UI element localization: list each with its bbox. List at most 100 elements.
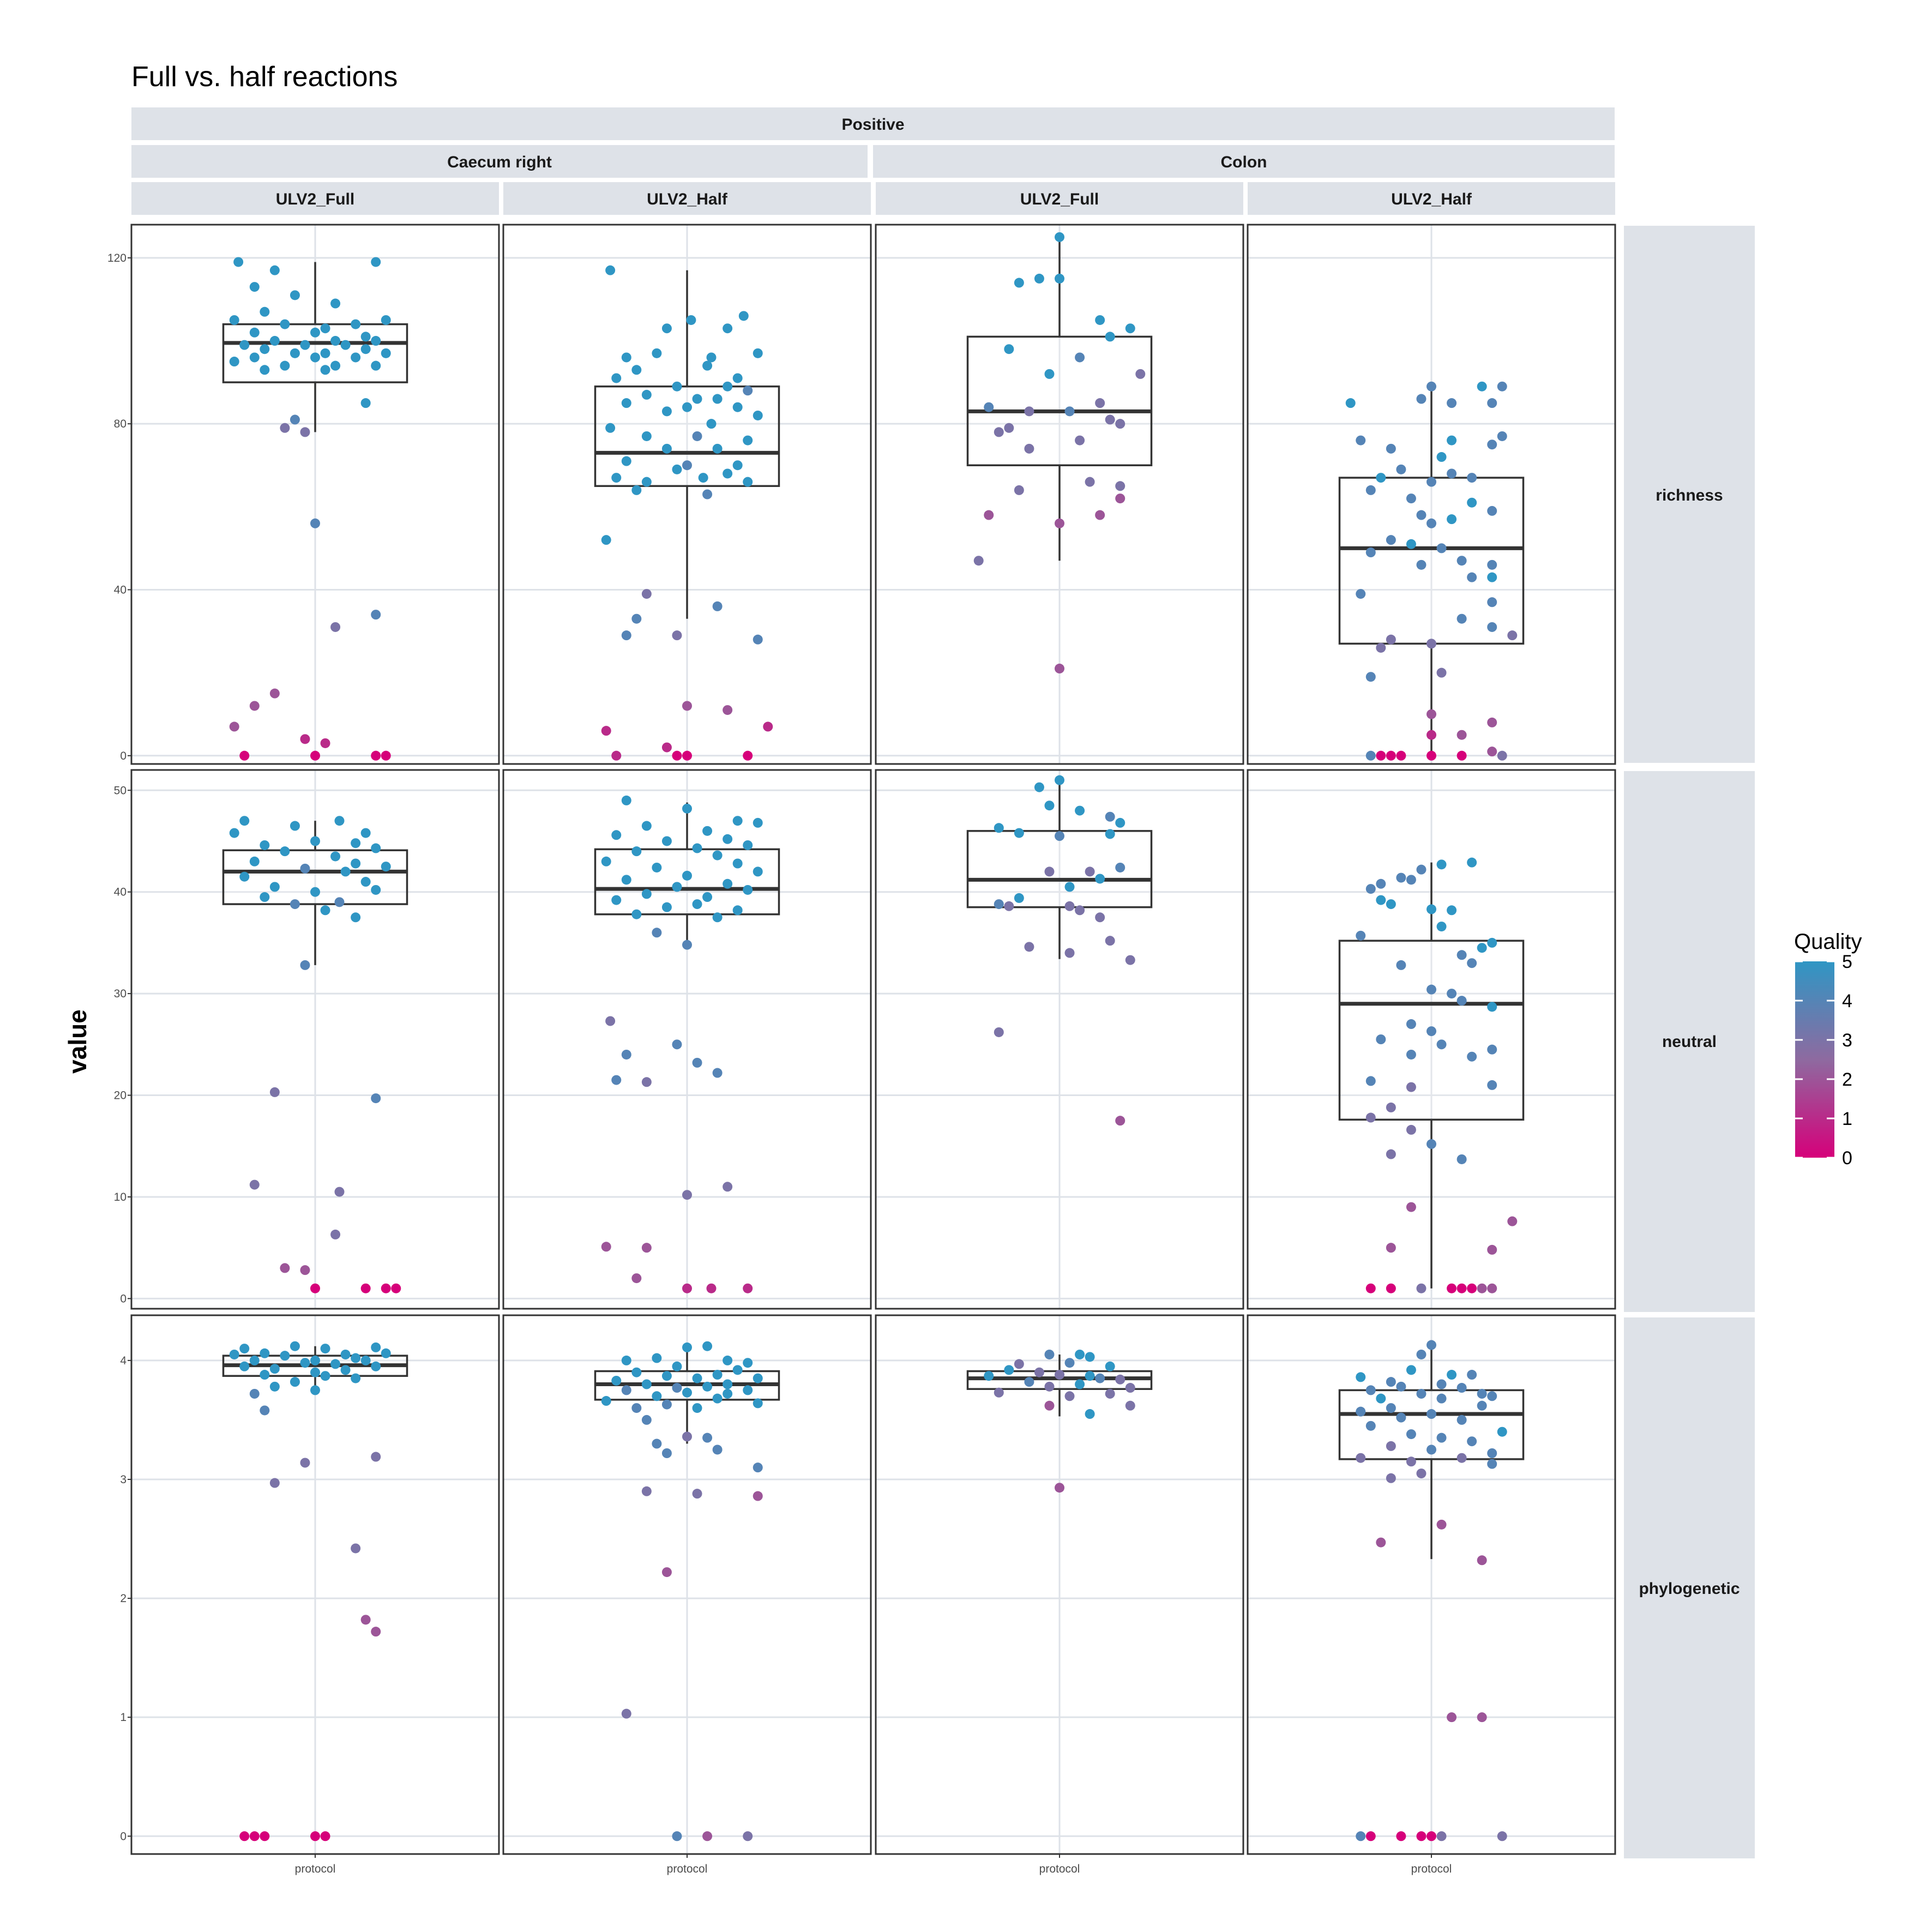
data-point — [381, 1348, 391, 1358]
data-point — [1416, 1349, 1427, 1359]
data-point — [621, 352, 631, 363]
data-point — [1105, 936, 1115, 946]
data-point — [652, 1439, 662, 1449]
data-point — [621, 1708, 631, 1719]
data-point — [631, 485, 642, 495]
data-point — [672, 1361, 682, 1371]
data-point — [1386, 1441, 1396, 1451]
data-point — [702, 360, 713, 371]
data-point — [743, 884, 753, 895]
data-point — [661, 406, 672, 417]
data-point — [360, 344, 371, 354]
data-point — [1487, 559, 1497, 570]
data-point — [290, 414, 300, 425]
data-point — [310, 836, 320, 846]
data-point — [743, 1385, 753, 1395]
data-point — [686, 315, 696, 325]
data-point — [1436, 452, 1447, 462]
data-point — [682, 1431, 692, 1442]
panel-neutral-1 — [130, 769, 500, 1310]
data-point — [320, 1831, 330, 1841]
data-point — [1064, 1391, 1075, 1401]
panels — [130, 224, 1616, 1855]
facet-strip-group-1-bg — [131, 145, 868, 178]
panel-neutral-2 — [502, 769, 872, 1310]
data-point — [1055, 273, 1064, 284]
facet-strip-col-3: ULV2_Full — [876, 182, 1243, 215]
data-point — [1085, 477, 1095, 487]
data-point — [1447, 1283, 1457, 1293]
data-point — [239, 816, 250, 826]
data-point — [269, 336, 280, 346]
data-point — [672, 464, 682, 474]
data-point — [1427, 750, 1436, 761]
data-point — [1456, 1453, 1467, 1463]
data-point — [1115, 419, 1126, 429]
data-point — [732, 858, 743, 869]
data-point — [753, 410, 763, 420]
data-point — [682, 460, 692, 471]
data-point — [1356, 930, 1366, 941]
panel-phylogenetic-4 — [1247, 1314, 1616, 1855]
data-point — [1044, 369, 1055, 379]
data-point — [1396, 750, 1406, 761]
data-point — [738, 311, 749, 321]
data-point — [712, 1393, 723, 1404]
data-point — [320, 323, 330, 334]
data-point — [1436, 1039, 1447, 1050]
data-point — [381, 750, 391, 761]
data-point — [621, 456, 631, 466]
data-point — [330, 1359, 341, 1369]
data-point — [1487, 747, 1497, 757]
data-point — [994, 427, 1004, 437]
data-point — [1386, 1403, 1396, 1413]
data-point — [1436, 1519, 1447, 1530]
data-point — [1125, 955, 1135, 965]
data-point — [1055, 775, 1064, 785]
data-point — [334, 897, 345, 907]
data-point — [1055, 1370, 1064, 1380]
data-point — [1356, 1831, 1366, 1841]
facet-strip-row-neutral-bg — [1624, 771, 1755, 1312]
data-point — [682, 803, 692, 814]
data-point — [1014, 278, 1024, 288]
data-point — [1356, 1406, 1366, 1417]
data-point — [631, 1403, 642, 1413]
data-point — [1406, 1019, 1416, 1030]
data-point — [320, 905, 330, 916]
data-point — [1376, 878, 1386, 889]
data-point — [1447, 1370, 1457, 1380]
data-point — [290, 290, 300, 300]
data-point — [702, 892, 713, 902]
facet-strip-col-2-bg — [503, 182, 871, 215]
data-point — [1356, 1372, 1366, 1382]
data-point — [682, 402, 692, 412]
data-point — [351, 858, 361, 869]
data-point — [631, 909, 642, 919]
data-point — [723, 381, 733, 392]
data-point — [1487, 1448, 1497, 1458]
data-point — [1365, 1385, 1376, 1395]
data-point — [682, 1387, 692, 1398]
y-tick-label: 1 — [120, 1711, 127, 1724]
data-point — [641, 431, 652, 441]
data-point — [1115, 817, 1126, 828]
legend-tick-label: 3 — [1842, 1030, 1852, 1051]
data-point — [351, 352, 361, 363]
data-point — [1386, 1149, 1396, 1159]
data-point — [1406, 1202, 1416, 1212]
data-point — [1115, 1374, 1126, 1385]
data-point — [1416, 1283, 1427, 1293]
data-point — [661, 902, 672, 912]
data-point — [1386, 750, 1396, 761]
data-point — [1044, 866, 1055, 877]
data-point — [723, 468, 733, 479]
data-point — [1095, 398, 1105, 408]
data-point — [1487, 440, 1497, 450]
data-point — [260, 1370, 270, 1380]
data-point — [672, 381, 682, 392]
data-point — [1345, 398, 1356, 408]
data-point — [300, 340, 310, 350]
data-point — [1396, 1412, 1406, 1423]
data-point — [280, 846, 290, 857]
